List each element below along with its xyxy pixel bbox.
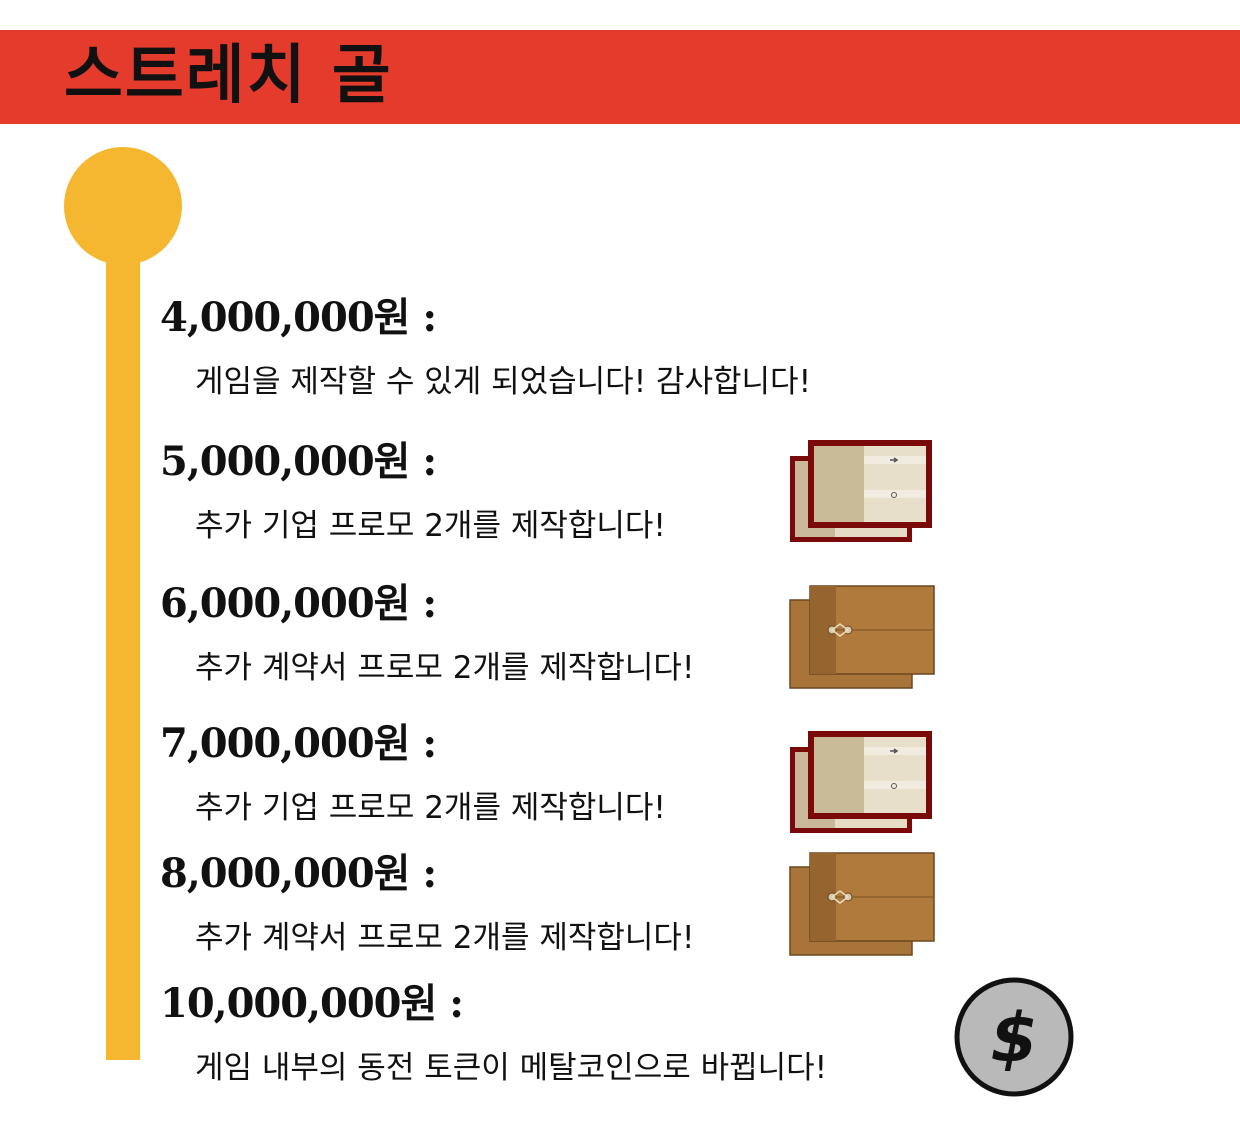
corporation-promo-cards-icon bbox=[790, 731, 932, 833]
goal-description: 추가 기업 프로모 2개를 제작합니다! bbox=[195, 790, 666, 826]
goal-amount: 5,000,000원 : bbox=[160, 438, 437, 485]
goal-amount: 7,000,000원 : bbox=[160, 720, 437, 767]
goal-description: 게임 내부의 동전 토큰이 메탈코인으로 바뀝니다! bbox=[195, 1050, 828, 1086]
timeline-bar bbox=[106, 200, 140, 1060]
corporation-promo-cards-icon bbox=[790, 440, 932, 542]
timeline-start-circle bbox=[64, 147, 182, 265]
goal-description: 추가 기업 프로모 2개를 제작합니다! bbox=[195, 508, 666, 544]
header-banner: 스트레치 골 bbox=[0, 30, 1240, 124]
goal-description: 추가 계약서 프로모 2개를 제작합니다! bbox=[195, 920, 695, 956]
goal-description: 게임을 제작할 수 있게 되었습니다! 감사합니다! bbox=[195, 364, 812, 400]
goal-amount: 6,000,000원 : bbox=[160, 580, 437, 627]
page-title: 스트레치 골 bbox=[64, 39, 393, 113]
contract-promo-envelopes-icon bbox=[789, 852, 935, 956]
contract-promo-envelopes-icon bbox=[789, 585, 935, 689]
goal-amount: 4,000,000원 : bbox=[160, 294, 437, 341]
goal-amount: 10,000,000원 : bbox=[160, 980, 464, 1027]
coin-symbol: $ bbox=[990, 999, 1037, 1078]
goal-description: 추가 계약서 프로모 2개를 제작합니다! bbox=[195, 650, 695, 686]
goal-amount: 8,000,000원 : bbox=[160, 850, 437, 897]
metal-coin-icon: $ bbox=[954, 977, 1074, 1097]
